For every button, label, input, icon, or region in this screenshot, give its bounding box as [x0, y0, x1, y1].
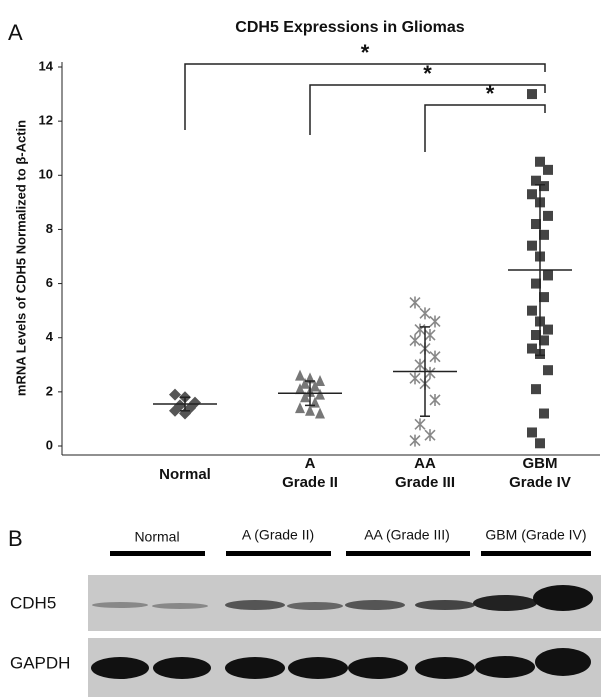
point — [543, 211, 553, 221]
point — [543, 165, 553, 175]
significance-label: * — [423, 61, 432, 86]
y-tick-label: 8 — [46, 221, 53, 236]
point — [295, 370, 305, 381]
y-tick-label: 12 — [39, 113, 53, 128]
lane-label: A (Grade II) — [242, 527, 314, 543]
point — [430, 394, 440, 406]
point — [539, 409, 549, 419]
lane-label: GBM (Grade IV) — [485, 527, 586, 543]
point — [425, 367, 435, 379]
point — [430, 351, 440, 363]
y-tick-label: 0 — [46, 437, 53, 452]
x-tick-label: GBM Grade IV — [480, 454, 600, 492]
point — [295, 402, 305, 413]
y-axis-label: mRNA Levels of CDH5 Normalized to β-Acti… — [13, 120, 28, 396]
figure: A CDH5 Expressions in Gliomas mRNA Level… — [0, 0, 601, 697]
point — [410, 297, 420, 309]
point — [527, 89, 537, 99]
point — [527, 241, 537, 251]
y-tick-label: 6 — [46, 275, 53, 290]
point — [527, 306, 537, 316]
y-tick-label: 10 — [39, 167, 53, 182]
point — [415, 418, 425, 430]
point — [543, 270, 553, 280]
row-label: CDH5 — [10, 593, 56, 612]
point — [415, 324, 425, 336]
point — [169, 389, 181, 401]
significance-label: * — [361, 40, 370, 65]
point — [430, 315, 440, 327]
significance-bracket — [425, 105, 545, 152]
y-tick-label: 2 — [46, 383, 53, 398]
point — [543, 365, 553, 375]
significance-bracket — [310, 85, 545, 135]
point — [410, 334, 420, 346]
x-tick-label: Normal — [125, 465, 245, 484]
point — [420, 307, 430, 319]
lane-bars — [110, 551, 591, 556]
panel-label: A — [8, 20, 23, 45]
y-tick-label: 4 — [46, 329, 54, 344]
x-tick-label: AA Grade III — [365, 454, 485, 492]
row-label: GAPDH — [10, 653, 70, 672]
point — [543, 325, 553, 335]
panel-label: B — [8, 526, 23, 551]
point — [410, 372, 420, 384]
page: {"chart_data": {"type": "scatter", "pane… — [0, 0, 601, 697]
lane-label: AA (Grade III) — [364, 527, 450, 543]
point — [315, 408, 325, 419]
point — [415, 359, 425, 371]
plot: 0 2 4 6 8 10 12 14 * * * — [39, 40, 600, 455]
lane-label: Normal — [134, 529, 179, 545]
point — [410, 435, 420, 447]
point — [527, 427, 537, 437]
significance-label: * — [486, 81, 495, 106]
point — [425, 329, 435, 341]
point — [531, 384, 541, 394]
point — [425, 429, 435, 441]
point — [535, 438, 545, 448]
x-tick-label: A Grade II — [250, 454, 370, 492]
y-tick-label: 14 — [39, 58, 54, 73]
chart-title: CDH5 Expressions in Gliomas — [235, 19, 465, 36]
